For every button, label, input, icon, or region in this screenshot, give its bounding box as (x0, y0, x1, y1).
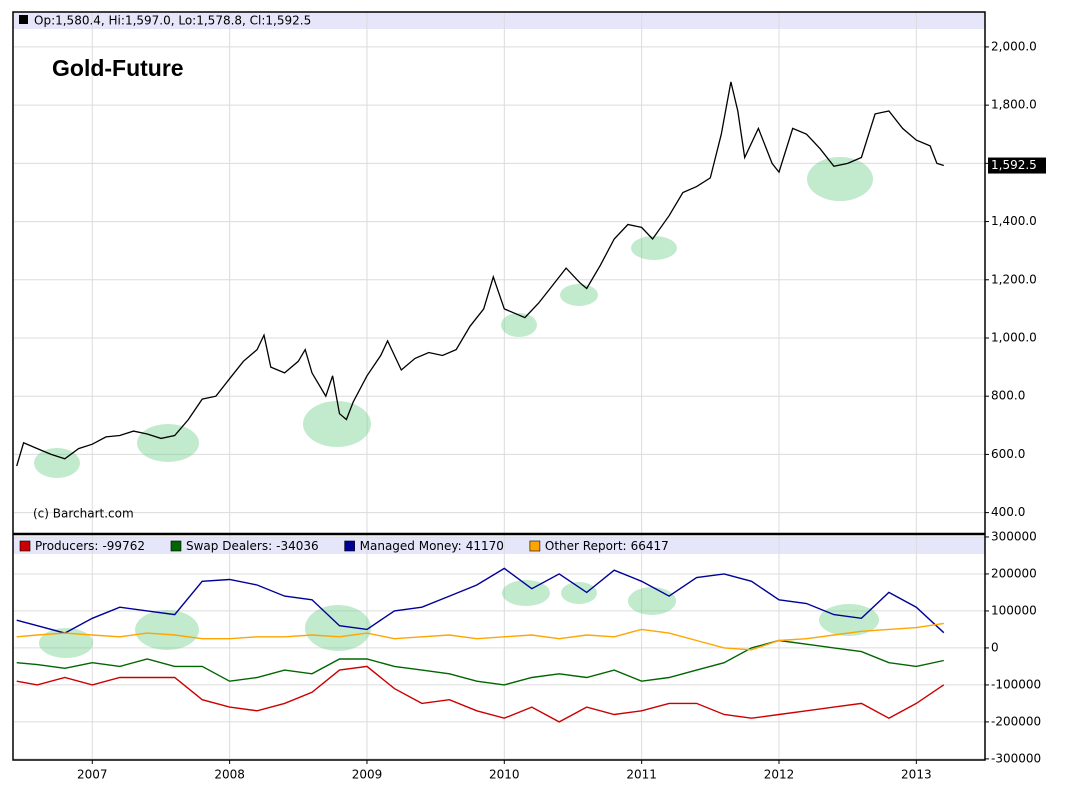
y-tick-label: 1,000.0 (991, 330, 1037, 344)
ohlc-header: Op:1,580.4, Hi:1,597.0, Lo:1,578.8, Cl:1… (34, 14, 311, 28)
highlight (560, 284, 598, 306)
x-tick-label: 2009 (352, 768, 383, 782)
data-line (16, 567, 945, 634)
y-tick-label: 1,800.0 (991, 98, 1037, 112)
legend-name: Swap Dealers: (186, 539, 272, 553)
y-tick-label: 100000 (991, 603, 1037, 617)
legend-value: -99762 (102, 539, 145, 553)
y-tick-label: 1,400.0 (991, 214, 1037, 228)
highlight (561, 582, 597, 604)
legend-name: Managed Money: (360, 539, 462, 553)
source-note: (c) Barchart.com (33, 507, 134, 521)
x-tick-label: 2010 (489, 768, 520, 782)
y-tick-label: -200000 (991, 714, 1041, 728)
x-tick-label: 2012 (764, 768, 795, 782)
frame (12, 11, 986, 761)
header-marker (19, 15, 28, 24)
legend-swatch (19, 540, 31, 552)
data-line (16, 622, 944, 651)
y-tick-label: -100000 (991, 677, 1041, 691)
data-line (16, 639, 944, 686)
y-tick-label: 1,200.0 (991, 272, 1037, 286)
highlight (135, 610, 199, 650)
legend-swatch (344, 540, 355, 552)
highlight (137, 424, 199, 462)
legend-name: Producers: (35, 539, 98, 553)
highlight (819, 604, 879, 636)
legend-label: Swap Dealers: -34036 (186, 539, 319, 553)
y-tick-label: 300000 (991, 529, 1037, 543)
header-strip (13, 537, 985, 554)
highlight (305, 605, 371, 651)
y-tick-label: 0 (991, 640, 999, 654)
data-line (16, 81, 944, 467)
highlight (303, 401, 371, 447)
x-tick-label: 2013 (901, 768, 932, 782)
y-tick-label: 200000 (991, 566, 1037, 580)
y-tick-label: 600.0 (991, 447, 1025, 461)
y-tick-label: -300000 (991, 751, 1041, 765)
highlight (628, 587, 676, 615)
y-tick-label: 2,000.0 (991, 39, 1037, 53)
x-tick-label: 2008 (214, 768, 245, 782)
legend-label: Producers: -99762 (35, 539, 145, 553)
legend-value: -34036 (276, 539, 319, 553)
last-value-label: 1,592.5 (991, 158, 1037, 172)
header-strip (13, 12, 985, 29)
x-tick-label: 2007 (77, 768, 108, 782)
legend-label: Other Report: 66417 (545, 539, 669, 553)
y-tick-label: 800.0 (991, 389, 1025, 403)
legend-name: Other Report: (545, 539, 627, 553)
legend-swatch (529, 540, 541, 552)
last-value-box (988, 157, 1046, 174)
highlight (807, 157, 873, 201)
highlight (631, 236, 677, 260)
highlight (501, 313, 537, 337)
legend-label: Managed Money: 41170 (360, 539, 504, 553)
x-tick-label: 2011 (626, 768, 657, 782)
highlight (502, 580, 550, 606)
legend-value: 41170 (466, 539, 504, 553)
legend-value: 66417 (631, 539, 669, 553)
highlights (34, 157, 879, 658)
highlight (39, 628, 93, 658)
legend-swatch (170, 540, 182, 552)
chart-title: Gold-Future (52, 55, 184, 81)
y-tick-label: 400.0 (991, 505, 1025, 519)
data-line (16, 665, 945, 723)
